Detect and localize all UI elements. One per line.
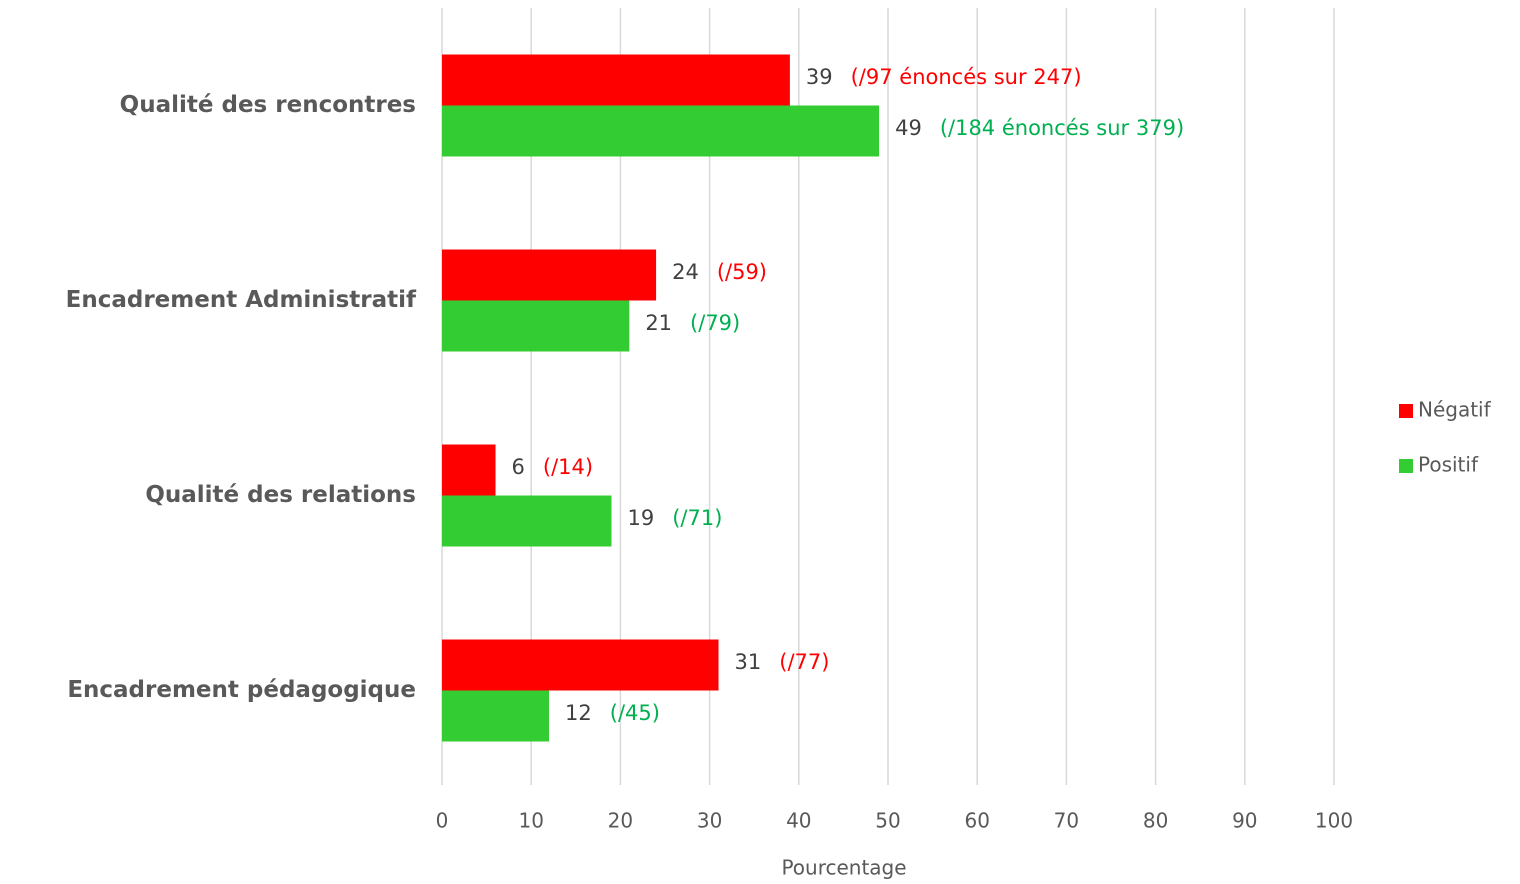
bar xyxy=(442,639,719,691)
legend-label: Positif xyxy=(1418,453,1479,477)
bar xyxy=(442,444,496,496)
legend-swatch xyxy=(1399,459,1413,473)
annotation: (/14) xyxy=(543,455,593,479)
data-label: 6 xyxy=(512,455,525,479)
data-label: 19 xyxy=(627,506,654,530)
x-tick-label: 60 xyxy=(964,809,989,833)
annotation: (/71) xyxy=(672,506,722,530)
data-label: 12 xyxy=(565,701,592,725)
x-tick-label: 0 xyxy=(436,809,449,833)
x-tick-label: 100 xyxy=(1315,809,1353,833)
annotation: (/184 énoncés sur 379) xyxy=(940,116,1184,140)
bar xyxy=(442,690,550,742)
data-label: 49 xyxy=(895,116,922,140)
category-label: Encadrement Administratif xyxy=(66,287,417,313)
x-tick-label: 20 xyxy=(608,809,633,833)
x-tick-label: 30 xyxy=(697,809,722,833)
bar xyxy=(442,105,880,157)
bar xyxy=(442,54,790,106)
legend-label: Négatif xyxy=(1418,398,1492,422)
bar xyxy=(442,249,657,301)
x-tick-label: 10 xyxy=(518,809,543,833)
x-axis-label: Pourcentage xyxy=(781,856,906,880)
annotation: (/97 énoncés sur 247) xyxy=(851,65,1082,89)
data-label: 39 xyxy=(806,65,833,89)
category-label: Qualité des relations xyxy=(145,482,416,508)
data-label: 31 xyxy=(735,650,762,674)
bar xyxy=(442,300,630,352)
x-tick-label: 90 xyxy=(1232,809,1257,833)
bar xyxy=(442,495,612,547)
data-label: 24 xyxy=(672,260,699,284)
x-tick-label: 40 xyxy=(786,809,811,833)
data-label: 21 xyxy=(645,311,672,335)
x-tick-label: 80 xyxy=(1143,809,1168,833)
category-label: Qualité des rencontres xyxy=(120,92,416,118)
category-label: Encadrement pédagogique xyxy=(67,677,416,703)
annotation: (/77) xyxy=(779,650,829,674)
x-tick-label: 50 xyxy=(875,809,900,833)
legend-swatch xyxy=(1399,404,1413,418)
annotation: (/59) xyxy=(717,260,767,284)
annotation: (/45) xyxy=(610,701,660,725)
annotation: (/79) xyxy=(690,311,740,335)
x-tick-label: 70 xyxy=(1054,809,1079,833)
